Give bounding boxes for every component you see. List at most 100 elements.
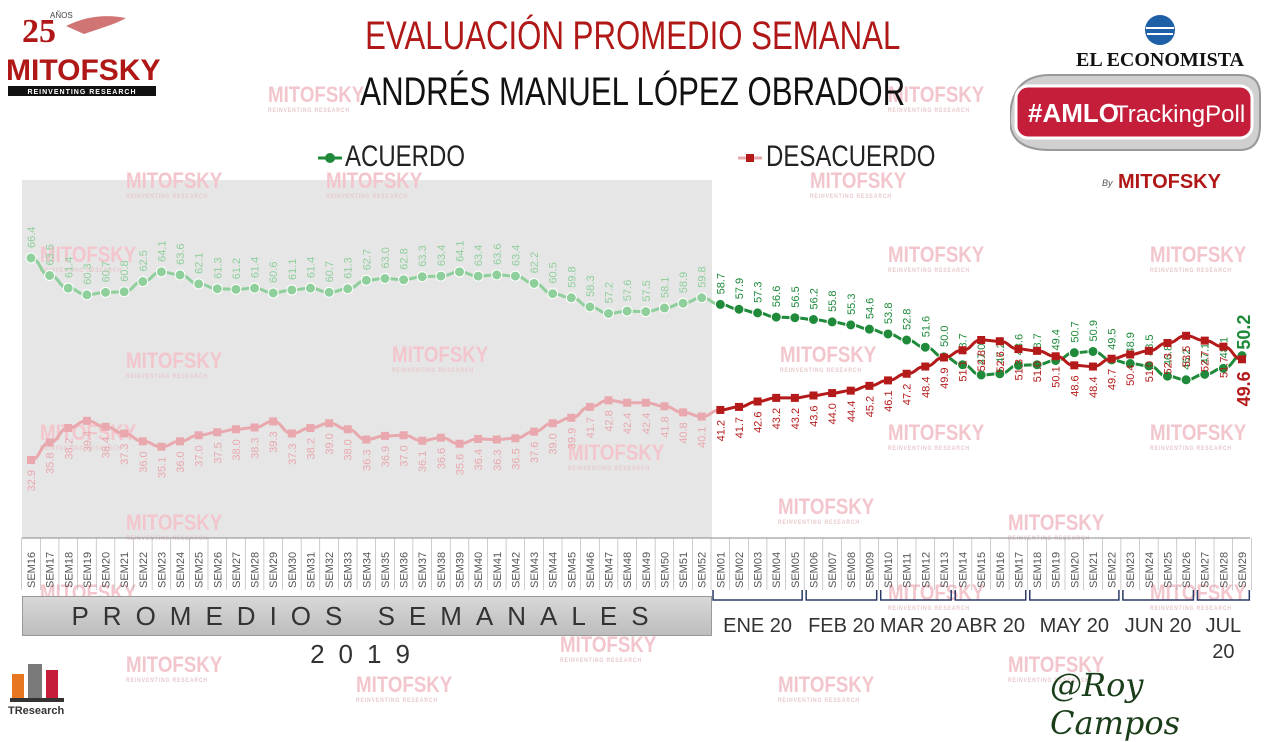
data-label: 61.4 xyxy=(250,257,262,278)
x-tick-label: SEM32 xyxy=(324,552,336,588)
data-label: 62.8 xyxy=(399,248,411,269)
data-label: 51.6 xyxy=(920,316,932,337)
desacuerdo-point xyxy=(958,346,967,355)
data-label: 61.1 xyxy=(287,259,299,280)
data-label: 55.8 xyxy=(827,290,839,311)
x-tick-label: SEM35 xyxy=(380,552,392,588)
desacuerdo-point xyxy=(697,412,706,421)
data-label: 38.2 xyxy=(63,438,75,459)
data-label: 59.8 xyxy=(566,266,578,287)
period-label: MAY 20 xyxy=(1040,615,1109,637)
data-label: 46.8 xyxy=(1162,345,1174,366)
data-label: 36.6 xyxy=(436,448,448,469)
data-label: 51.3 xyxy=(1013,359,1025,380)
x-tick-label: SEM25 xyxy=(1162,552,1174,588)
data-label: 62.7 xyxy=(361,249,373,270)
hashtag-bold: #AMLO xyxy=(1028,98,1119,128)
data-label: 57.6 xyxy=(622,280,634,301)
period-bracket xyxy=(805,590,878,601)
x-tick-label: SEM18 xyxy=(1032,552,1044,588)
data-label: 60.7 xyxy=(324,261,336,282)
acuerdo-point xyxy=(435,270,447,282)
data-label: 42.8 xyxy=(604,410,616,431)
shaded-2019-region xyxy=(22,180,712,538)
desacuerdo-point xyxy=(1070,361,1079,370)
x-tick-label: SEM29 xyxy=(268,552,280,588)
data-label: 47.1 xyxy=(1200,343,1212,364)
data-label: 57.5 xyxy=(641,280,653,301)
x-tick-label: SEM43 xyxy=(529,552,541,588)
desacuerdo-point xyxy=(1126,350,1135,359)
x-tick-label: SEM03 xyxy=(753,552,765,588)
desacuerdo-point xyxy=(120,429,129,438)
acuerdo-point xyxy=(863,323,875,335)
desacuerdo-point xyxy=(343,425,352,434)
desacuerdo-point xyxy=(492,435,501,444)
acuerdo-point xyxy=(714,298,726,310)
x-tick-label: SEM24 xyxy=(175,552,187,588)
data-label: 63.0 xyxy=(380,247,392,268)
desacuerdo-point xyxy=(790,393,799,402)
data-label: 58.7 xyxy=(715,273,727,294)
desacuerdo-point xyxy=(27,456,35,464)
legend-acuerdo-marker xyxy=(325,153,335,163)
data-label: 51.7 xyxy=(1218,357,1230,378)
data-label: 38.0 xyxy=(231,439,243,460)
acuerdo-point xyxy=(81,289,93,301)
x-tick-label: SEM46 xyxy=(585,552,597,588)
desacuerdo-point xyxy=(436,433,445,442)
chart-title-line2: ANDRÉS MANUEL LÓPEZ OBRADOR xyxy=(360,70,906,114)
data-label: 51.1 xyxy=(958,360,970,381)
desacuerdo-point xyxy=(1182,331,1191,340)
x-tick-label: SEM39 xyxy=(455,552,467,588)
globe-icon xyxy=(1145,15,1175,45)
desacuerdo-point xyxy=(325,419,334,428)
x-tick-label: SEM21 xyxy=(119,552,131,588)
acuerdo-point xyxy=(454,266,466,278)
data-label: 52.8 xyxy=(902,309,914,330)
data-label: 58.3 xyxy=(585,275,597,296)
acuerdo-point xyxy=(528,277,540,289)
data-label: 42.4 xyxy=(641,413,653,434)
acuerdo-point xyxy=(789,312,801,324)
data-label: 53.5 xyxy=(1181,346,1193,367)
data-label: 41.7 xyxy=(585,417,597,438)
data-label: 62.1 xyxy=(194,253,206,274)
x-tick-label: SEM48 xyxy=(622,552,634,588)
x-tick-label: SEM27 xyxy=(1200,552,1212,588)
data-label: 37.3 xyxy=(287,443,299,464)
desacuerdo-point xyxy=(1144,346,1153,355)
data-label: 52.3 xyxy=(1162,353,1174,374)
hashtag-rest: TrackingPoll xyxy=(1114,101,1245,128)
acuerdo-point xyxy=(1068,347,1080,359)
desacuerdo-point xyxy=(64,424,73,433)
x-tick-label: SEM20 xyxy=(101,552,113,588)
desacuerdo-point xyxy=(530,427,539,436)
by-brand: MITOFSKY xyxy=(1118,171,1222,193)
acuerdo-point xyxy=(640,306,652,318)
data-label: 63.4 xyxy=(473,245,485,266)
data-label: 51.0 xyxy=(1144,361,1156,382)
data-label: 47.2 xyxy=(902,384,914,405)
x-tick-label: SEM33 xyxy=(343,552,355,588)
desacuerdo-point xyxy=(846,386,855,395)
period-label-year: 20 xyxy=(1212,641,1234,663)
acuerdo-point xyxy=(807,314,819,326)
acuerdo-point xyxy=(62,282,74,294)
acuerdo-point xyxy=(44,269,56,281)
acuerdo-point xyxy=(677,297,689,309)
period-label: MAR 20 xyxy=(880,615,952,637)
desacuerdo-point xyxy=(939,353,948,362)
data-label: 63.4 xyxy=(436,245,448,266)
acuerdo-point xyxy=(770,311,782,323)
desacuerdo-point xyxy=(474,434,483,443)
data-label: 43.6 xyxy=(808,405,820,426)
acuerdo-point xyxy=(342,283,354,295)
desacuerdo-point xyxy=(660,402,669,411)
acuerdo-point xyxy=(547,288,559,300)
desacuerdo-point xyxy=(623,398,632,407)
desacuerdo-point xyxy=(865,381,874,390)
